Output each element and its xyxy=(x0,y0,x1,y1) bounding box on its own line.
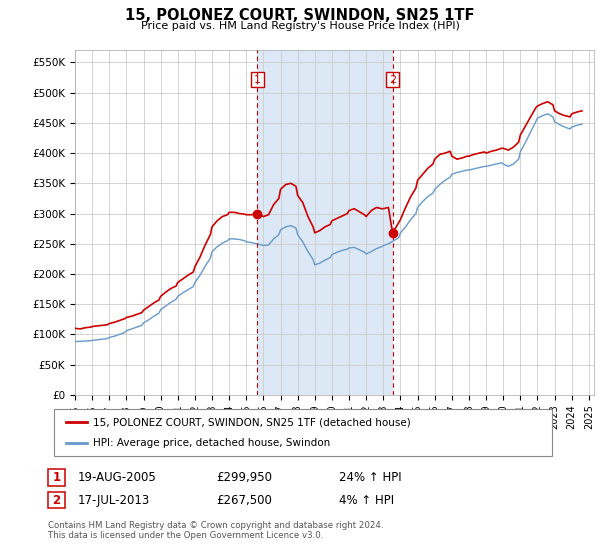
Text: 19-AUG-2005: 19-AUG-2005 xyxy=(78,471,157,484)
Text: Price paid vs. HM Land Registry's House Price Index (HPI): Price paid vs. HM Land Registry's House … xyxy=(140,21,460,31)
Text: 17-JUL-2013: 17-JUL-2013 xyxy=(78,493,150,507)
Text: 15, POLONEZ COURT, SWINDON, SN25 1TF (detached house): 15, POLONEZ COURT, SWINDON, SN25 1TF (de… xyxy=(93,417,411,427)
Text: 15, POLONEZ COURT, SWINDON, SN25 1TF: 15, POLONEZ COURT, SWINDON, SN25 1TF xyxy=(125,8,475,24)
Text: 24% ↑ HPI: 24% ↑ HPI xyxy=(339,471,401,484)
Text: £299,950: £299,950 xyxy=(216,471,272,484)
Text: 1: 1 xyxy=(52,471,61,484)
Text: HPI: Average price, detached house, Swindon: HPI: Average price, detached house, Swin… xyxy=(93,438,330,448)
Text: 2: 2 xyxy=(389,74,396,85)
Bar xyxy=(257,50,392,395)
Text: £267,500: £267,500 xyxy=(216,493,272,507)
Text: Contains HM Land Registry data © Crown copyright and database right 2024.
This d: Contains HM Land Registry data © Crown c… xyxy=(48,521,383,540)
Text: 2: 2 xyxy=(52,493,61,507)
Text: 1: 1 xyxy=(254,74,261,85)
Text: 4% ↑ HPI: 4% ↑ HPI xyxy=(339,493,394,507)
